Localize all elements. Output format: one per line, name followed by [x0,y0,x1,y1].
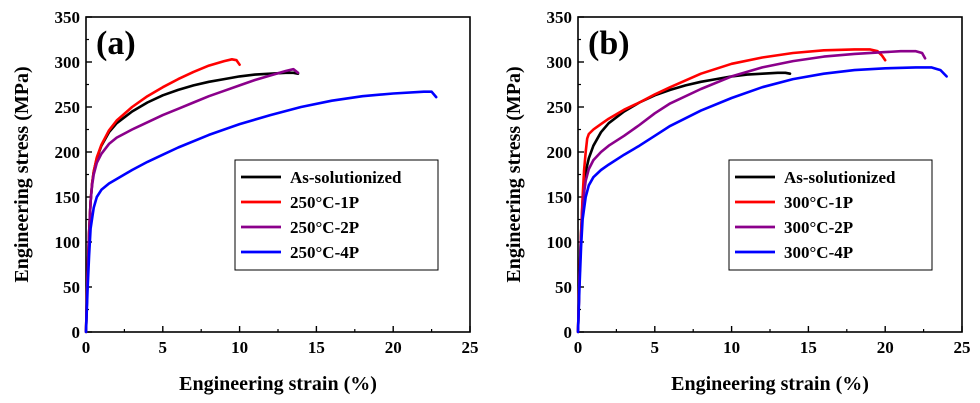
panel-label: (b) [588,25,630,62]
y-tick-label: 100 [55,233,81,252]
series-line [84,57,241,334]
y-tick-label: 100 [547,233,573,252]
y-tick-label: 350 [55,8,81,27]
legend: As-solutionized 250°C-1P 250°C-2P 250°C-… [234,159,439,271]
y-tick-label: 300 [55,53,81,72]
x-axis-title: Engineering strain (%) [671,373,869,395]
x-tick-label: 25 [954,338,971,357]
y-tick-label: 200 [547,143,573,162]
y-tick-label: 50 [555,278,572,297]
y-tick-label: 250 [55,98,81,117]
y-axis-title: Engineering stress (MPa) [11,66,33,282]
series-group [576,48,948,334]
y-tick-label: 0 [564,323,573,342]
legend-label: 250°C-1P [290,193,359,212]
x-tick-label: 5 [651,338,660,357]
x-tick-label: 10 [231,338,248,357]
legend-label: 300°C-4P [784,243,853,262]
x-tick-label: 15 [308,338,325,357]
y-tick-label: 300 [547,53,573,72]
y-tick-label: 350 [547,8,573,27]
legend-label: As-solutionized [784,168,896,187]
x-tick-label: 15 [800,338,817,357]
legend: As-solutionized 300°C-1P 300°C-2P 300°C-… [728,159,933,271]
legend-label: 250°C-4P [290,243,359,262]
series-line [84,67,300,334]
y-tick-label: 0 [72,323,81,342]
legend-label: 250°C-2P [290,218,359,237]
y-tick-label: 200 [55,143,81,162]
x-tick-label: 0 [574,338,583,357]
x-tick-label: 10 [723,338,740,357]
legend-label: As-solutionized [290,168,402,187]
legend-label: 300°C-2P [784,218,853,237]
y-axis-title: Engineering stress (MPa) [503,66,525,282]
x-axis-title: Engineering strain (%) [179,373,377,395]
panel-label: (a) [96,25,136,62]
series-line [84,90,438,334]
y-tick-label: 150 [55,188,81,207]
x-tick-label: 20 [877,338,894,357]
series-group [84,57,438,334]
x-tick-label: 25 [462,338,479,357]
y-tick-label: 250 [547,98,573,117]
series-line [576,66,948,334]
series-line [576,48,887,334]
y-tick-label: 150 [547,188,573,207]
y-tick-label: 50 [63,278,80,297]
x-tick-label: 5 [159,338,168,357]
legend-label: 300°C-1P [784,193,853,212]
series-line [576,49,927,334]
x-tick-label: 0 [82,338,91,357]
x-tick-label: 20 [385,338,402,357]
